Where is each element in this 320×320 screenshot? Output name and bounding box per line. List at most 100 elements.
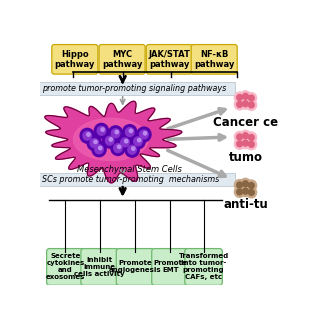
Circle shape [140, 130, 148, 139]
Circle shape [97, 126, 106, 135]
Circle shape [240, 91, 251, 102]
Circle shape [249, 95, 254, 101]
Circle shape [234, 132, 245, 142]
Circle shape [108, 126, 123, 141]
Circle shape [111, 141, 125, 156]
FancyBboxPatch shape [47, 249, 84, 285]
Circle shape [132, 147, 135, 150]
Circle shape [118, 135, 132, 150]
Circle shape [105, 136, 114, 145]
Text: Mesenchymal Stem Cells: Mesenchymal Stem Cells [77, 165, 182, 174]
Circle shape [237, 95, 243, 100]
Circle shape [246, 132, 257, 143]
Circle shape [246, 180, 257, 191]
Text: SCs promote tumor-promoting  mechanisms: SCs promote tumor-promoting mechanisms [42, 175, 220, 184]
Text: NF-κB
pathway: NF-κB pathway [194, 50, 234, 69]
Circle shape [134, 137, 142, 146]
Circle shape [246, 139, 257, 150]
Circle shape [243, 140, 248, 146]
Circle shape [109, 138, 113, 141]
Circle shape [246, 100, 257, 110]
Circle shape [114, 144, 122, 153]
Circle shape [246, 92, 257, 103]
Circle shape [123, 124, 137, 140]
Circle shape [240, 130, 251, 141]
Text: Cancer ce: Cancer ce [213, 116, 278, 129]
Circle shape [243, 181, 248, 187]
Circle shape [87, 136, 101, 150]
Circle shape [87, 133, 90, 136]
Polygon shape [74, 118, 148, 161]
Circle shape [83, 131, 92, 140]
FancyBboxPatch shape [52, 44, 98, 74]
Circle shape [103, 133, 117, 148]
Text: Promote
angiogenesis: Promote angiogenesis [109, 260, 161, 273]
Polygon shape [45, 101, 182, 183]
Text: anti-tu: anti-tu [223, 198, 268, 211]
Circle shape [138, 139, 141, 142]
Circle shape [90, 139, 99, 148]
Text: JAK/STAT
pathway: JAK/STAT pathway [148, 50, 190, 69]
Circle shape [115, 130, 118, 134]
FancyBboxPatch shape [185, 249, 222, 285]
Circle shape [243, 101, 248, 107]
FancyBboxPatch shape [99, 44, 145, 74]
Text: Transformed
into tumor-
promoting
CAFs, etc: Transformed into tumor- promoting CAFs, … [179, 253, 229, 280]
Circle shape [80, 128, 94, 143]
Circle shape [243, 93, 248, 99]
Circle shape [237, 134, 243, 140]
Circle shape [234, 180, 245, 190]
Circle shape [237, 189, 243, 195]
FancyBboxPatch shape [116, 249, 154, 285]
Circle shape [143, 132, 147, 135]
Text: tumo: tumo [228, 151, 262, 164]
Circle shape [129, 129, 132, 132]
Circle shape [94, 124, 108, 138]
Circle shape [246, 187, 257, 198]
Text: Hippo
pathway: Hippo pathway [55, 50, 95, 69]
Circle shape [137, 127, 151, 142]
FancyBboxPatch shape [152, 249, 189, 285]
FancyBboxPatch shape [39, 173, 235, 186]
Circle shape [95, 145, 103, 154]
Circle shape [234, 187, 245, 197]
Circle shape [249, 141, 254, 147]
Circle shape [240, 178, 251, 189]
Circle shape [101, 128, 104, 131]
Circle shape [240, 138, 251, 148]
Circle shape [111, 129, 120, 138]
Circle shape [92, 142, 106, 157]
Circle shape [243, 133, 248, 139]
Circle shape [234, 92, 245, 103]
FancyBboxPatch shape [191, 44, 237, 74]
Circle shape [125, 142, 139, 157]
Circle shape [249, 134, 254, 140]
Circle shape [240, 98, 251, 109]
Text: promote tumor-promoting signaling pathways: promote tumor-promoting signaling pathwa… [42, 84, 227, 93]
Circle shape [237, 101, 243, 108]
Circle shape [237, 141, 243, 147]
FancyBboxPatch shape [39, 82, 235, 95]
Circle shape [249, 189, 254, 195]
Circle shape [234, 139, 245, 149]
Circle shape [249, 182, 254, 188]
FancyBboxPatch shape [81, 249, 118, 285]
Text: MYC
pathway: MYC pathway [102, 50, 142, 69]
Text: Secrete
cytokines
and
exosomes: Secrete cytokines and exosomes [46, 253, 85, 280]
FancyBboxPatch shape [146, 44, 192, 74]
Text: Promote
EMT: Promote EMT [154, 260, 188, 273]
Circle shape [237, 182, 243, 188]
Circle shape [99, 146, 102, 150]
Circle shape [243, 188, 248, 194]
Circle shape [124, 140, 128, 143]
Circle shape [240, 186, 251, 196]
Circle shape [131, 134, 145, 149]
Circle shape [249, 102, 254, 108]
Circle shape [121, 138, 129, 147]
Circle shape [94, 140, 97, 144]
Circle shape [234, 99, 245, 110]
Text: Inhibit
immune
cells activity: Inhibit immune cells activity [74, 257, 125, 277]
Circle shape [117, 145, 121, 148]
Circle shape [125, 128, 134, 136]
Circle shape [128, 145, 136, 154]
